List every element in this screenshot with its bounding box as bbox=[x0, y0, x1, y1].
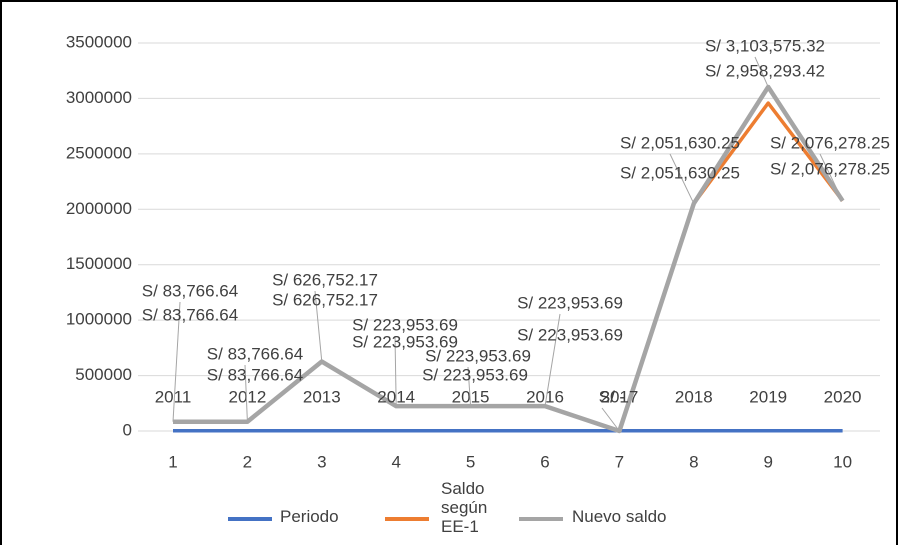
data-label: S/ - bbox=[599, 387, 625, 406]
data-label: S/ 626,752.17 bbox=[272, 270, 378, 289]
leader-line bbox=[819, 153, 844, 202]
x-tick-label: 10 bbox=[833, 452, 852, 471]
data-label: 2012 bbox=[228, 387, 266, 406]
data-label: S/ 626,752.17 bbox=[272, 290, 378, 309]
legend-label: Saldo según EE-1 bbox=[441, 479, 488, 536]
data-label: 2013 bbox=[303, 387, 341, 406]
x-tick-label: 8 bbox=[689, 452, 698, 471]
leader-line bbox=[467, 366, 472, 407]
x-tick-label: 6 bbox=[540, 452, 549, 471]
data-label: S/ 3,103,575.32 bbox=[705, 36, 825, 55]
x-tick-label: 5 bbox=[466, 452, 475, 471]
y-tick-label: 500000 bbox=[75, 365, 132, 384]
y-tick-label: 1000000 bbox=[66, 310, 132, 329]
data-label: 2011 bbox=[155, 387, 192, 406]
leader-line bbox=[314, 290, 323, 362]
series-line bbox=[173, 84, 845, 434]
data-label: 2016 bbox=[526, 387, 564, 406]
data-label: S/ 2,958,293.42 bbox=[705, 61, 825, 80]
data-label: 2015 bbox=[452, 387, 490, 406]
data-label: S/ 2,051,630.25 bbox=[620, 163, 740, 182]
y-tick-label: 2500000 bbox=[66, 143, 132, 162]
x-tick-label: 2 bbox=[243, 452, 252, 471]
data-label: S/ 2,076,278.25 bbox=[770, 159, 890, 178]
x-tick-label: 4 bbox=[391, 452, 400, 471]
leader-line bbox=[172, 301, 181, 422]
data-label: 2017 bbox=[600, 387, 638, 406]
legend-label: Nuevo saldo bbox=[572, 507, 667, 526]
data-label: 2020 bbox=[824, 387, 862, 406]
data-label: S/ 83,766.64 bbox=[142, 281, 238, 300]
data-label: S/ 83,766.64 bbox=[142, 305, 238, 324]
leader-line bbox=[601, 407, 620, 432]
data-label: S/ 223,953.69 bbox=[517, 293, 623, 312]
data-label: S/ 223,953.69 bbox=[352, 332, 458, 351]
data-label: S/ 223,953.69 bbox=[517, 325, 623, 344]
legend-swatch bbox=[385, 517, 429, 521]
leader-line bbox=[669, 153, 695, 204]
data-label: S/ 223,953.69 bbox=[352, 315, 458, 334]
y-tick-label: 2000000 bbox=[66, 199, 132, 218]
data-label: 2018 bbox=[675, 387, 713, 406]
data-label: 2019 bbox=[749, 387, 787, 406]
data-label: S/ 83,766.64 bbox=[207, 365, 303, 384]
y-tick-label: 1500000 bbox=[66, 254, 132, 273]
legend-swatch bbox=[519, 517, 563, 521]
data-label: S/ - bbox=[599, 387, 625, 406]
leader-line bbox=[544, 313, 561, 407]
legend-swatch bbox=[228, 517, 272, 521]
data-label: S/ 2,051,630.25 bbox=[620, 133, 740, 152]
leader-line bbox=[754, 56, 769, 88]
data-label: S/ 223,953.69 bbox=[425, 346, 531, 365]
leader-line bbox=[244, 364, 248, 422]
y-tick-label: 0 bbox=[123, 420, 132, 439]
data-label: S/ 2,076,278.25 bbox=[770, 133, 890, 152]
y-tick-label: 3000000 bbox=[66, 88, 132, 107]
data-label: S/ 83,766.64 bbox=[207, 344, 303, 363]
x-tick-label: 7 bbox=[615, 452, 624, 471]
y-tick-label: 3500000 bbox=[66, 32, 132, 51]
x-tick-label: 9 bbox=[763, 452, 772, 471]
x-tick-label: 1 bbox=[168, 452, 177, 471]
data-label: S/ 223,953.69 bbox=[422, 365, 528, 384]
legend-label: Periodo bbox=[280, 507, 339, 526]
x-tick-label: 3 bbox=[317, 452, 326, 471]
leader-line bbox=[394, 335, 397, 407]
